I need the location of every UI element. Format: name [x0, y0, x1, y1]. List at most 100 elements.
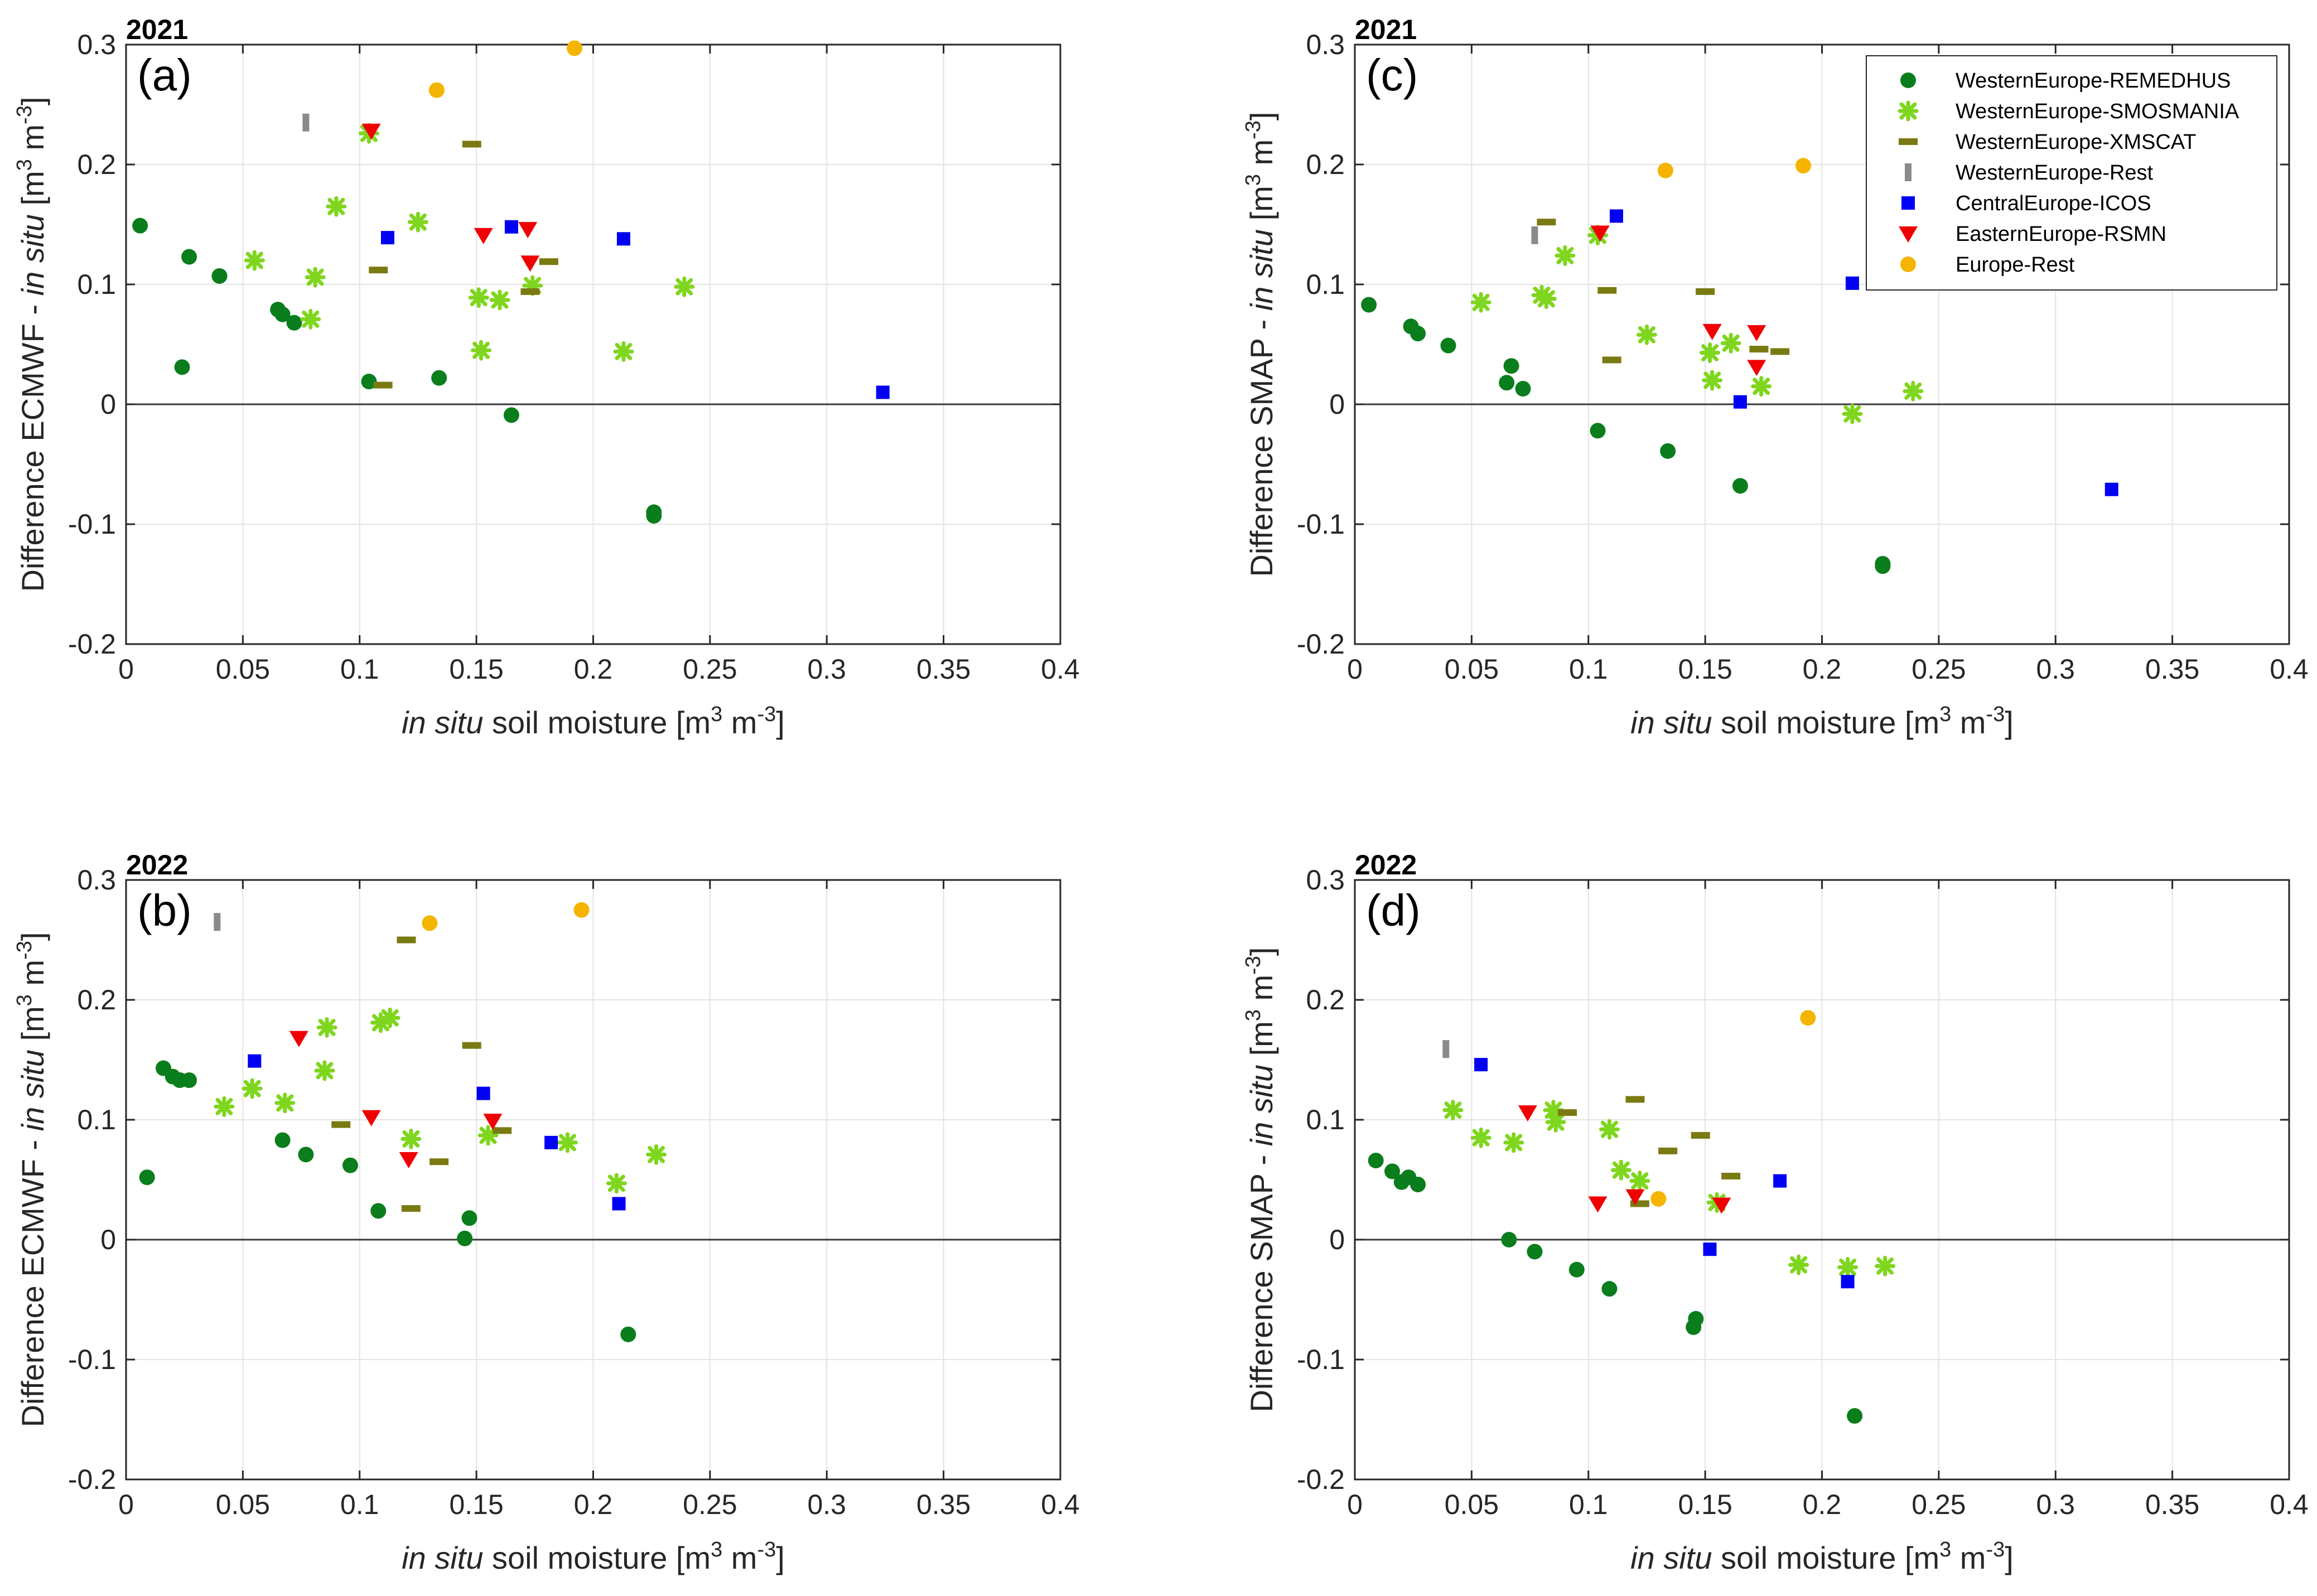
- data-point: [462, 1042, 481, 1049]
- x-tick-label: 0.05: [1445, 654, 1499, 685]
- data-point: [1610, 1159, 1631, 1181]
- year-label: 2022: [1355, 849, 1417, 881]
- data-point: [1590, 423, 1606, 439]
- data-point: [1702, 370, 1723, 391]
- y-tick-label: 0.2: [77, 984, 116, 1015]
- legend-marker: [1905, 163, 1911, 181]
- y-tick-label: 0.1: [77, 269, 116, 300]
- y-tick-label: 0: [1329, 1224, 1345, 1255]
- data-point: [468, 287, 489, 308]
- data-point: [520, 288, 540, 295]
- series-westerneurope-smosmania: [1470, 225, 1924, 424]
- scatter-panel: 0 0.05 0.1 0.15 0.2 0.25 0.3 0.35 0.4 -0.2 -0.1 0 0.…: [1242, 14, 2309, 740]
- data-point: [1501, 1232, 1517, 1247]
- data-point: [381, 231, 394, 245]
- series-centraleurope-icos: [381, 220, 890, 399]
- x-tick-label: 0.2: [1803, 1489, 1842, 1520]
- data-point: [520, 255, 540, 272]
- data-point: [1470, 292, 1491, 313]
- data-point: [399, 1152, 418, 1168]
- data-point: [1531, 226, 1538, 244]
- data-point: [1361, 297, 1377, 313]
- data-point: [274, 1092, 296, 1114]
- x-tick-label: 0.35: [916, 654, 971, 685]
- data-point: [1503, 358, 1519, 374]
- scatter-panel: 0 0.05 0.1 0.15 0.2 0.25 0.3 0.35 0.4 -0.2 -0.1 0 0.…: [1242, 849, 2309, 1575]
- panel-label: (c): [1366, 50, 1418, 100]
- data-point: [606, 1173, 627, 1194]
- series-europe-rest: [428, 40, 582, 98]
- legend-entry-label: WesternEurope-Rest: [1956, 161, 2154, 185]
- data-point: [462, 141, 481, 148]
- data-point: [1601, 1281, 1618, 1297]
- series-centraleurope-icos: [248, 1054, 626, 1211]
- x-axis-label: in situ soil moisture [m3 m-3]: [1630, 703, 2014, 740]
- data-point: [1545, 1111, 1566, 1133]
- data-point: [674, 276, 695, 297]
- year-label: 2021: [1355, 14, 1417, 45]
- data-point: [248, 1054, 262, 1068]
- x-tick-label: 0.4: [1041, 1489, 1080, 1520]
- data-point: [620, 1326, 636, 1342]
- series-europe-rest: [1650, 1010, 1816, 1207]
- y-tick-label: -0.1: [1297, 509, 1345, 540]
- y-tick-label: 0.1: [77, 1104, 116, 1135]
- series-westerneurope-remedhus: [139, 1060, 636, 1342]
- x-axis-label: in situ soil moisture [m3 m-3]: [402, 703, 785, 740]
- series-europe-rest: [1657, 158, 1811, 178]
- x-tick-label: 0.15: [449, 654, 503, 685]
- data-point: [1875, 1255, 1896, 1276]
- data-point: [1590, 225, 1610, 242]
- y-tick-label: -0.1: [1297, 1344, 1345, 1375]
- x-tick-label: 0.2: [574, 654, 613, 685]
- data-point: [493, 1127, 512, 1134]
- data-point: [471, 340, 491, 361]
- x-tick-label: 0: [118, 1489, 134, 1520]
- series-westerneurope-remedhus: [1368, 1153, 1863, 1424]
- series-westerneurope-xmscat: [331, 936, 512, 1212]
- legend-entry-label: CentralEurope-ICOS: [1956, 192, 2151, 215]
- data-point: [1536, 288, 1557, 309]
- series-easterneurope-rsmn: [361, 123, 540, 272]
- data-point: [428, 82, 445, 98]
- y-tick-label: -0.1: [68, 1344, 116, 1375]
- data-point: [305, 267, 326, 288]
- y-tick-label: 0.3: [77, 29, 116, 60]
- data-point: [1537, 219, 1556, 226]
- data-point: [1610, 209, 1623, 223]
- data-point: [1732, 478, 1748, 494]
- x-tick-label: 0.1: [340, 1489, 379, 1520]
- y-tick-label: -0.2: [1297, 628, 1345, 660]
- data-point: [1770, 348, 1790, 355]
- legend-box: [1866, 55, 2277, 291]
- series-westerneurope-xmscat: [369, 141, 558, 389]
- data-point: [1903, 380, 1924, 402]
- data-point: [476, 1086, 490, 1100]
- data-point: [1499, 375, 1515, 391]
- scatter-panel: 0 0.05 0.1 0.15 0.2 0.25 0.3 0.35 0.4 -0.2 -0.1 0 0.…: [13, 849, 1080, 1575]
- data-point: [1588, 1196, 1608, 1213]
- data-point: [422, 915, 438, 931]
- data-point: [298, 1147, 314, 1163]
- data-point: [1555, 245, 1576, 266]
- y-tick-label: 0.1: [1306, 269, 1345, 300]
- data-point: [407, 211, 428, 233]
- data-point: [518, 222, 538, 239]
- data-point: [2104, 482, 2118, 496]
- data-point: [1749, 346, 1769, 353]
- data-point: [431, 370, 447, 386]
- data-point: [461, 1210, 477, 1226]
- legend-entry-label: WesternEurope-XMSCAT: [1956, 130, 2197, 154]
- data-point: [1368, 1153, 1384, 1169]
- data-point: [616, 232, 630, 246]
- data-point: [1747, 325, 1766, 341]
- data-point: [1688, 1310, 1704, 1327]
- series-europe-rest: [422, 902, 590, 931]
- x-axis-label: in situ soil moisture [m3 m-3]: [402, 1538, 785, 1575]
- x-tick-label: 0.25: [1911, 1489, 1966, 1520]
- data-point: [132, 217, 148, 234]
- data-point: [370, 1012, 391, 1033]
- legend-entry-label: Europe-Rest: [1956, 253, 2075, 277]
- data-point: [401, 1205, 421, 1212]
